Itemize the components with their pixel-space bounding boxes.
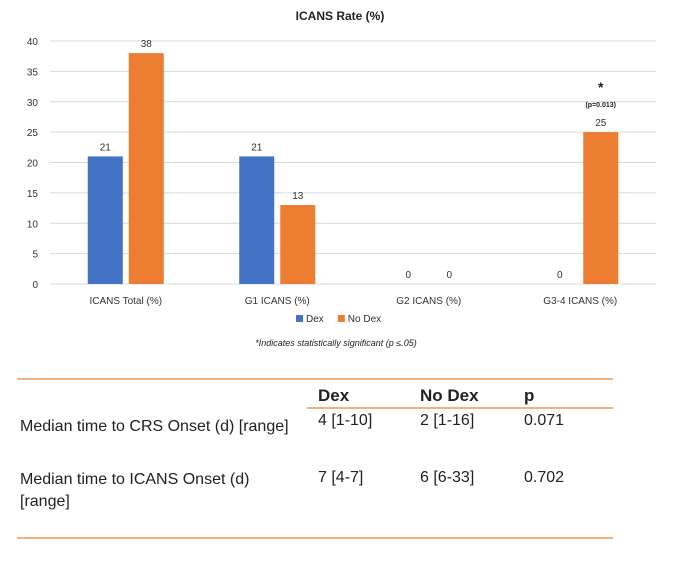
legend-swatch-0 bbox=[296, 315, 303, 322]
bar-1-0 bbox=[239, 156, 275, 284]
x-axis-categories: ICANS Total (%) G1 ICANS (%) G2 ICANS (%) G… bbox=[89, 296, 617, 307]
legend-swatch-1 bbox=[337, 315, 345, 322]
bars bbox=[87, 53, 619, 285]
icans-rate-chart: ICANS Rate (%) 0 5 10 15 20 25 30 35 40 21 38 21 13… bbox=[27, 9, 656, 348]
legend-label-1: No Dex bbox=[348, 314, 381, 325]
significance-pvalue-0: (p=0.013) bbox=[585, 102, 616, 109]
data-label-0-1: 38 bbox=[141, 39, 153, 50]
table-cell-crs-nodex: 2 [1-16] bbox=[420, 412, 475, 429]
y-tick-label-0: 0 bbox=[32, 280, 38, 291]
table-cell-icans-dex: 7 [4-7] bbox=[318, 469, 364, 486]
y-tick-label-10: 10 bbox=[27, 219, 39, 230]
y-tick-label-20: 20 bbox=[27, 159, 39, 170]
bar-3-1 bbox=[583, 132, 619, 284]
y-tick-label-5: 5 bbox=[32, 250, 38, 261]
significance-annotation: * (p=0.013) bbox=[585, 79, 616, 109]
table-cell-icans-p: 0.702 bbox=[524, 469, 565, 486]
data-label-0-0: 21 bbox=[100, 142, 112, 153]
y-axis-ticks: 0 5 10 15 20 25 30 35 40 bbox=[27, 37, 39, 291]
data-label-2-1: 0 bbox=[446, 270, 452, 281]
significance-footnote: *Indicates statistically significant (p … bbox=[255, 338, 417, 348]
table-header-nodex: No Dex bbox=[420, 386, 479, 405]
chart-title: ICANS Rate (%) bbox=[296, 9, 385, 23]
data-label-1-1: 13 bbox=[292, 191, 304, 202]
y-tick-label-15: 15 bbox=[27, 189, 39, 200]
data-label-3-1: 25 bbox=[595, 118, 607, 129]
category-label-3: G3-4 ICANS (%) bbox=[543, 296, 617, 307]
category-label-0: ICANS Total (%) bbox=[89, 296, 162, 307]
significance-star-0: * bbox=[598, 79, 604, 95]
legend-label-0: Dex bbox=[306, 314, 324, 325]
category-label-1: G1 ICANS (%) bbox=[245, 296, 310, 307]
bar-0-1 bbox=[128, 53, 164, 285]
table-header-dex: Dex bbox=[318, 386, 350, 405]
legend: Dex No Dex bbox=[296, 314, 381, 325]
table-bottom-rule bbox=[17, 537, 613, 539]
table-header-p: p bbox=[524, 386, 535, 405]
table-top-rule bbox=[17, 378, 613, 380]
table-cell-crs-p: 0.071 bbox=[524, 412, 565, 429]
data-label-3-0: 0 bbox=[557, 270, 563, 281]
table-row-label-crs: Median time to CRS Onset (d) [range] bbox=[20, 418, 289, 435]
table-row-label-icans: Median time to ICANS Onset (d) [range] bbox=[20, 471, 250, 510]
table-header-rule bbox=[307, 407, 613, 409]
bar-0-0 bbox=[87, 156, 123, 284]
y-tick-label-25: 25 bbox=[27, 128, 39, 139]
table-cell-icans-nodex: 6 [6-33] bbox=[420, 469, 475, 486]
y-tick-label-40: 40 bbox=[27, 37, 39, 48]
data-label-1-0: 21 bbox=[251, 142, 263, 153]
y-tick-label-30: 30 bbox=[27, 98, 39, 109]
table-cell-crs-dex: 4 [1-10] bbox=[318, 412, 373, 429]
category-label-2: G2 ICANS (%) bbox=[396, 296, 461, 307]
data-label-2-0: 0 bbox=[405, 270, 411, 281]
bar-1-1 bbox=[280, 205, 316, 284]
y-tick-label-35: 35 bbox=[27, 67, 39, 78]
data-labels: 21 38 21 13 0 0 0 25 bbox=[100, 39, 607, 281]
